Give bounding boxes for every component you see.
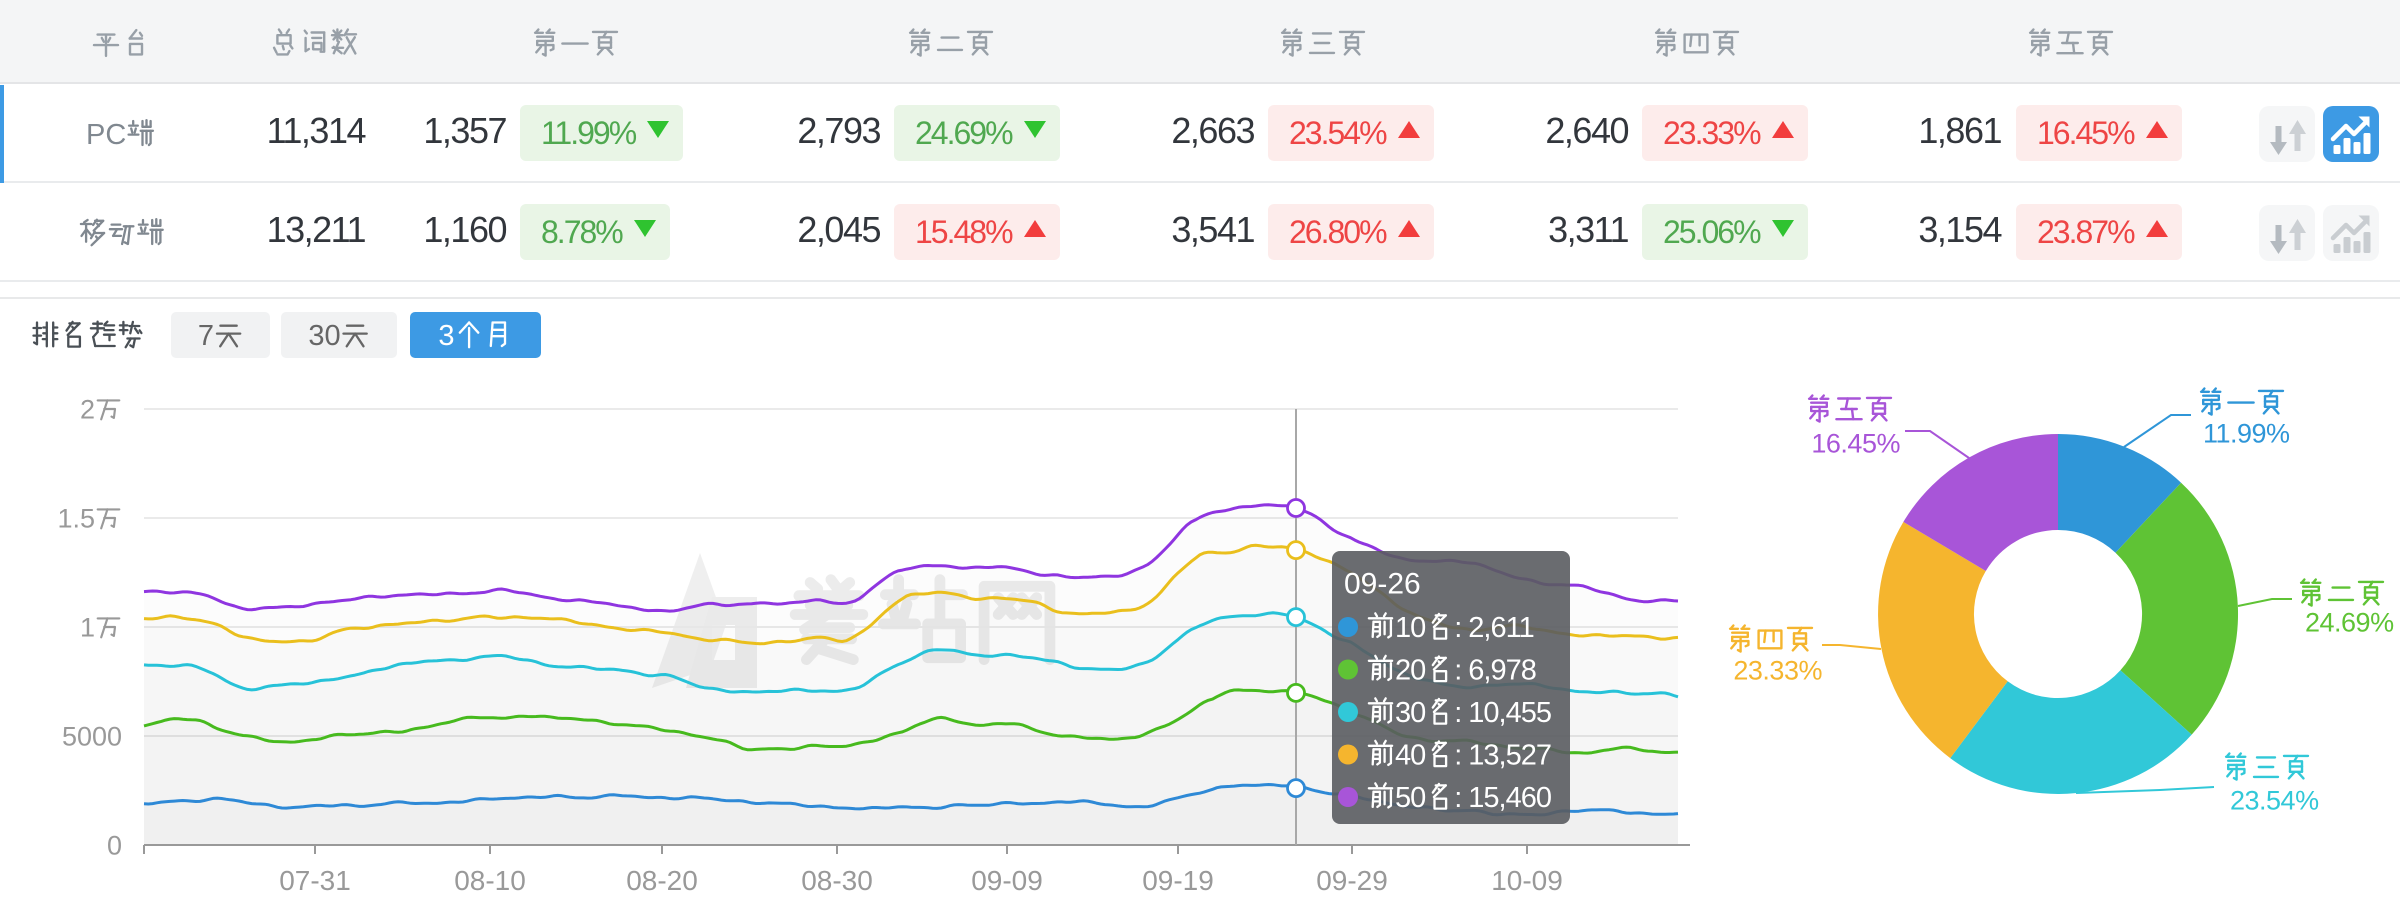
svg-text:16.45%: 16.45%	[1811, 429, 1900, 459]
svg-text:: 15,460: : 15,460	[1454, 782, 1551, 814]
svg-text:09-26: 09-26	[1344, 568, 1421, 601]
svg-text:23.33%: 23.33%	[1733, 656, 1822, 686]
svg-text:08-10: 08-10	[454, 865, 526, 896]
svg-text:0: 0	[107, 831, 122, 861]
svg-text:30: 30	[308, 320, 340, 352]
svg-text:2: 2	[80, 395, 95, 425]
svg-text:PC: PC	[86, 119, 126, 151]
svg-text:1.5: 1.5	[58, 504, 96, 534]
svg-text:09-29: 09-29	[1316, 865, 1388, 896]
svg-text:7: 7	[198, 320, 214, 352]
svg-text:40: 40	[1395, 740, 1425, 772]
svg-text:30: 30	[1395, 697, 1425, 729]
svg-text:11.99%: 11.99%	[2203, 419, 2290, 449]
svg-text:50: 50	[1395, 782, 1425, 814]
svg-text:5000: 5000	[62, 722, 122, 752]
svg-text:1: 1	[80, 613, 95, 643]
svg-text:08-30: 08-30	[801, 865, 873, 896]
svg-text:08-20: 08-20	[626, 865, 698, 896]
svg-text:10-09: 10-09	[1491, 865, 1563, 896]
svg-text:: 2,611: : 2,611	[1454, 612, 1534, 644]
svg-text:09-19: 09-19	[1142, 865, 1214, 896]
svg-text:: 6,978: : 6,978	[1454, 655, 1536, 687]
svg-text:3: 3	[438, 320, 454, 352]
svg-text:23.54%: 23.54%	[2230, 786, 2319, 816]
svg-text:20: 20	[1395, 655, 1425, 687]
svg-text:09-09: 09-09	[971, 865, 1043, 896]
svg-text:24.69%: 24.69%	[2305, 608, 2394, 638]
svg-text:: 13,527: : 13,527	[1454, 740, 1551, 772]
svg-text:: 10,455: : 10,455	[1454, 697, 1551, 729]
svg-text:10: 10	[1395, 612, 1425, 644]
svg-text:07-31: 07-31	[279, 865, 351, 896]
